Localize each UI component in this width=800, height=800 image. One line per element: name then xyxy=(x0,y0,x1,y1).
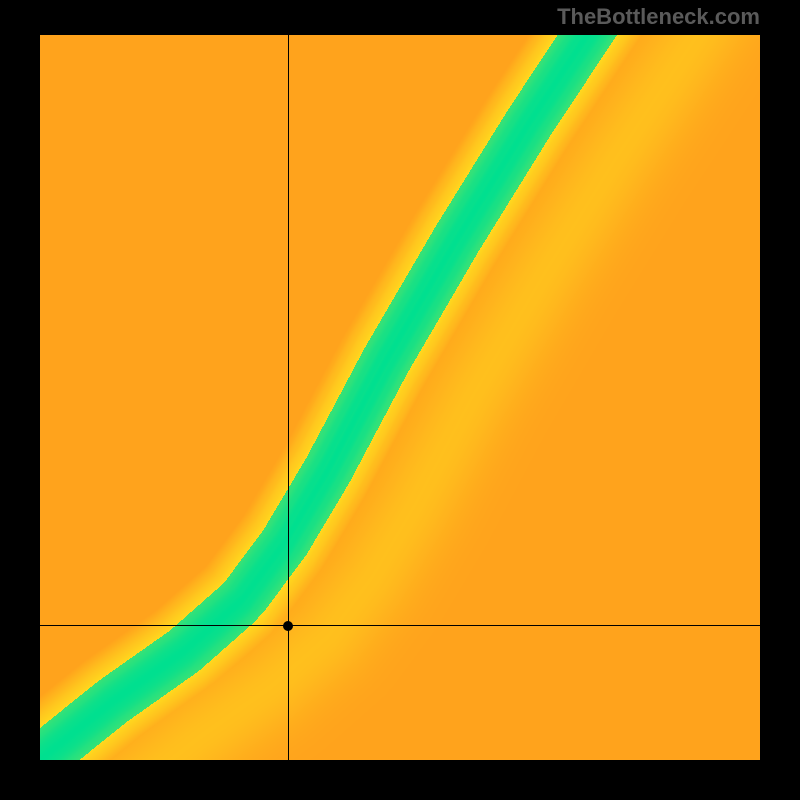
crosshair-vertical xyxy=(288,35,289,760)
bottleneck-heatmap xyxy=(40,35,760,760)
crosshair-horizontal xyxy=(40,625,760,626)
chart-container: TheBottleneck.com xyxy=(0,0,800,800)
watermark-text: TheBottleneck.com xyxy=(557,4,760,30)
